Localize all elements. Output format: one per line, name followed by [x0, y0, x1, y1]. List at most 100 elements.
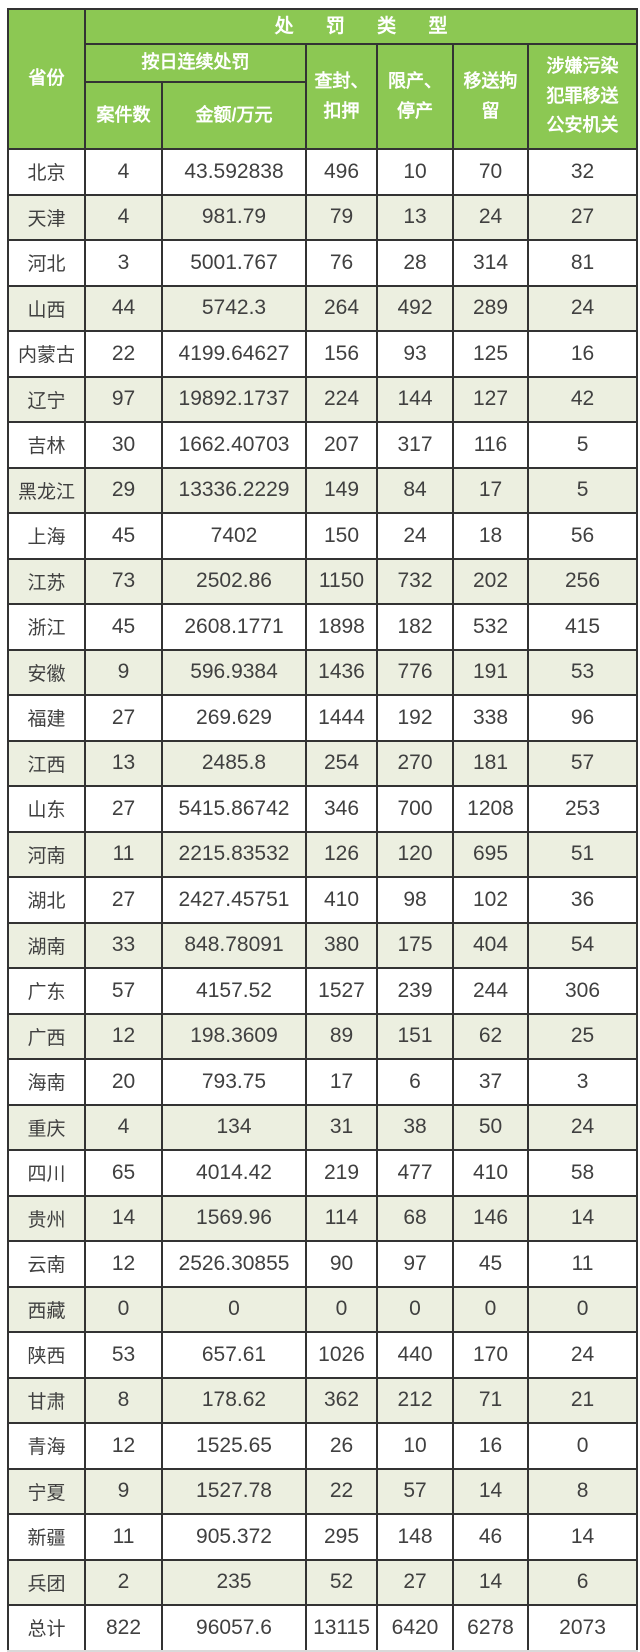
province-cell: 陕西	[7, 1331, 86, 1379]
value-cell: 5415.86742	[161, 785, 307, 833]
header-production-limit: 限产、 停产	[376, 43, 454, 150]
table-row: 湖北 27 2427.45751 410 98 102 36	[7, 876, 639, 924]
table-header: 省份 处罚类型 按日连续处罚 查封、 扣押 限产、 停产 移送拘 留 涉嫌污染 …	[7, 8, 639, 150]
table-row: 湖南 33 848.78091 380 175 404 54	[7, 921, 639, 969]
table-row: 黑龙江 29 13336.2229 149 84 17 5	[7, 466, 639, 514]
table-row: 青海 12 1525.65 26 10 16 0	[7, 1422, 639, 1470]
value-cell: 56	[526, 512, 639, 560]
value-cell: 410	[305, 876, 378, 924]
value-cell: 21	[526, 1376, 639, 1424]
value-cell: 6	[376, 1058, 454, 1106]
value-cell: 52	[305, 1558, 378, 1606]
value-cell: 596.9384	[161, 648, 307, 696]
province-cell: 上海	[7, 512, 86, 560]
value-cell: 346	[305, 785, 378, 833]
province-cell: 新疆	[7, 1513, 86, 1561]
value-cell: 338	[452, 694, 529, 742]
value-cell: 477	[376, 1149, 454, 1197]
value-cell: 150	[305, 512, 378, 560]
value-cell: 16	[526, 330, 639, 378]
value-cell: 37	[452, 1058, 529, 1106]
value-cell: 45	[84, 603, 163, 651]
table-row: 甘肃 8 178.62 362 212 71 21	[7, 1376, 639, 1424]
value-cell: 212	[376, 1376, 454, 1424]
header-penalty-type: 处罚类型	[83, 8, 639, 45]
table-row: 内蒙古 22 4199.64627 156 93 125 16	[7, 330, 639, 378]
value-cell: 26	[305, 1422, 378, 1470]
value-cell: 22	[84, 330, 163, 378]
value-cell: 264	[305, 284, 378, 332]
value-cell: 10	[376, 1422, 454, 1470]
value-cell: 24	[452, 193, 529, 241]
value-cell: 102	[452, 876, 529, 924]
table-row: 辽宁 97 19892.1737 224 144 127 42	[7, 375, 639, 423]
value-cell: 17	[305, 1058, 378, 1106]
value-cell: 1898	[305, 603, 378, 651]
value-cell: 68	[376, 1194, 454, 1242]
value-cell: 2485.8	[161, 739, 307, 787]
table-row-total: 总计 822 96057.6 13115 6420 6278 2073	[7, 1604, 639, 1652]
header-province: 省份	[7, 8, 86, 150]
table-row: 浙江 45 2608.1771 1898 182 532 415	[7, 603, 639, 651]
value-cell: 76	[305, 239, 378, 287]
value-cell: 81	[526, 239, 639, 287]
value-cell: 198.3609	[161, 1012, 307, 1060]
value-cell: 0	[376, 1285, 454, 1333]
province-cell: 内蒙古	[7, 330, 86, 378]
value-cell: 6	[526, 1558, 639, 1606]
value-cell: 404	[452, 921, 529, 969]
value-cell: 30	[84, 421, 163, 469]
value-cell: 219	[305, 1149, 378, 1197]
value-cell: 27	[84, 876, 163, 924]
value-cell: 2215.83532	[161, 830, 307, 878]
value-cell: 24	[526, 284, 639, 332]
value-cell: 269.629	[161, 694, 307, 742]
value-cell: 981.79	[161, 193, 307, 241]
value-cell: 17	[452, 466, 529, 514]
value-cell: 182	[376, 603, 454, 651]
value-cell: 57	[376, 1467, 454, 1515]
value-cell: 235	[161, 1558, 307, 1606]
table-row: 天津 4 981.79 79 13 24 27	[7, 193, 639, 241]
value-cell: 96057.6	[161, 1604, 307, 1652]
value-cell: 14	[526, 1194, 639, 1242]
value-cell: 90	[305, 1240, 378, 1288]
value-cell: 51	[526, 830, 639, 878]
province-cell: 兵团	[7, 1558, 86, 1606]
value-cell: 380	[305, 921, 378, 969]
value-cell: 97	[84, 375, 163, 423]
value-cell: 53	[526, 648, 639, 696]
value-cell: 2608.1771	[161, 603, 307, 651]
province-cell: 辽宁	[7, 375, 86, 423]
value-cell: 148	[376, 1513, 454, 1561]
value-cell: 151	[376, 1012, 454, 1060]
value-cell: 8	[84, 1376, 163, 1424]
value-cell: 3	[526, 1058, 639, 1106]
value-cell: 14	[452, 1558, 529, 1606]
value-cell: 45	[84, 512, 163, 560]
value-cell: 2073	[526, 1604, 639, 1652]
value-cell: 289	[452, 284, 529, 332]
value-cell: 0	[305, 1285, 378, 1333]
value-cell: 440	[376, 1331, 454, 1379]
value-cell: 2502.86	[161, 557, 307, 605]
value-cell: 33	[84, 921, 163, 969]
value-cell: 244	[452, 967, 529, 1015]
value-cell: 175	[376, 921, 454, 969]
value-cell: 2526.30855	[161, 1240, 307, 1288]
value-cell: 657.61	[161, 1331, 307, 1379]
value-cell: 50	[452, 1103, 529, 1151]
value-cell: 732	[376, 557, 454, 605]
province-cell: 四川	[7, 1149, 86, 1197]
value-cell: 36	[526, 876, 639, 924]
value-cell: 18	[452, 512, 529, 560]
table-row: 江西 13 2485.8 254 270 181 57	[7, 739, 639, 787]
table-row: 四川 65 4014.42 219 477 410 58	[7, 1149, 639, 1197]
province-cell: 山东	[7, 785, 86, 833]
value-cell: 1525.65	[161, 1422, 307, 1470]
value-cell: 27	[526, 193, 639, 241]
table-row: 广西 12 198.3609 89 151 62 25	[7, 1012, 639, 1060]
value-cell: 44	[84, 284, 163, 332]
value-cell: 98	[376, 876, 454, 924]
